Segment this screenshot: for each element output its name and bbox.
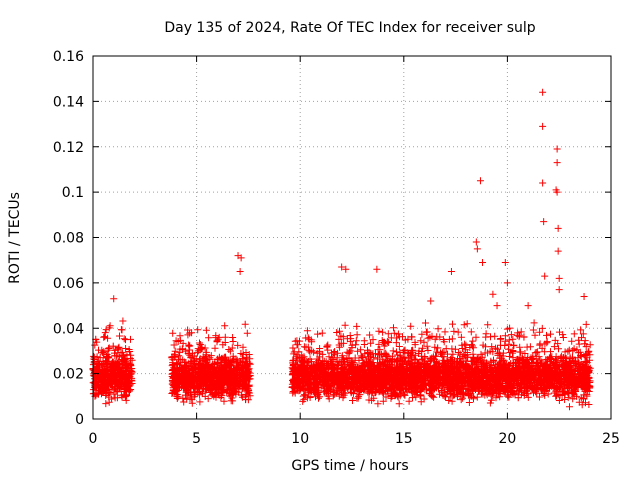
- roti-points-dense: [89, 317, 594, 411]
- roti-point: [472, 238, 480, 246]
- roti-point: [479, 258, 487, 266]
- y-tick-label: 0.02: [53, 367, 84, 383]
- roti-point: [553, 159, 561, 167]
- roti-point: [493, 302, 501, 310]
- roti-point: [447, 268, 455, 276]
- y-tick-label: 0.16: [53, 49, 84, 65]
- y-tick-label: 0.1: [62, 185, 84, 201]
- x-tick-label: 25: [602, 431, 620, 447]
- roti-point: [555, 274, 563, 282]
- roti-point: [373, 265, 381, 273]
- data-points: [89, 88, 594, 411]
- y-tick-label: 0: [75, 412, 84, 428]
- roti-point: [555, 286, 563, 294]
- x-tick-label: 10: [291, 431, 309, 447]
- roti-point: [580, 292, 588, 300]
- roti-point: [110, 295, 118, 303]
- roti-point: [489, 290, 497, 298]
- x-tick-label: 0: [89, 431, 98, 447]
- chart-title: Day 135 of 2024, Rate Of TEC Index for r…: [164, 20, 535, 36]
- x-axis-title: GPS time / hours: [291, 458, 408, 474]
- y-tick-label: 0.04: [53, 321, 84, 337]
- roti-point: [540, 218, 548, 226]
- roti-point: [539, 122, 547, 130]
- roti-point: [503, 279, 511, 287]
- y-tick-label: 0.06: [53, 276, 84, 292]
- roti-point: [539, 179, 547, 187]
- x-tick-label: 15: [395, 431, 413, 447]
- y-tick-labels: 0 0.02 0.04 0.06 0.08 0.1 0.12 0.14 0.16: [53, 49, 84, 428]
- roti-point: [524, 302, 532, 310]
- roti-point: [539, 88, 547, 96]
- x-tick-label: 20: [498, 431, 516, 447]
- y-axis-title: ROTI / TECUs: [7, 192, 23, 284]
- grid-lines: [93, 56, 611, 419]
- roti-point: [476, 177, 484, 185]
- roti-point: [473, 245, 481, 253]
- y-tick-label: 0.12: [53, 140, 84, 156]
- y-tick-label: 0.08: [53, 231, 84, 247]
- roti-point: [427, 297, 435, 305]
- x-tick-label: 5: [192, 431, 201, 447]
- roti-point: [338, 263, 346, 271]
- y-tick-label: 0.14: [53, 94, 84, 110]
- roti-point: [541, 272, 549, 280]
- axis-ticks: [92, 55, 612, 420]
- roti-point: [342, 265, 350, 273]
- roti-point: [553, 188, 561, 196]
- roti-point: [554, 224, 562, 232]
- roti-point: [554, 247, 562, 255]
- roti-point: [553, 145, 561, 153]
- roti-point: [501, 258, 509, 266]
- roti-point: [237, 254, 245, 262]
- roti-point: [236, 268, 244, 276]
- x-tick-labels: 0 5 10 15 20 25: [89, 431, 620, 447]
